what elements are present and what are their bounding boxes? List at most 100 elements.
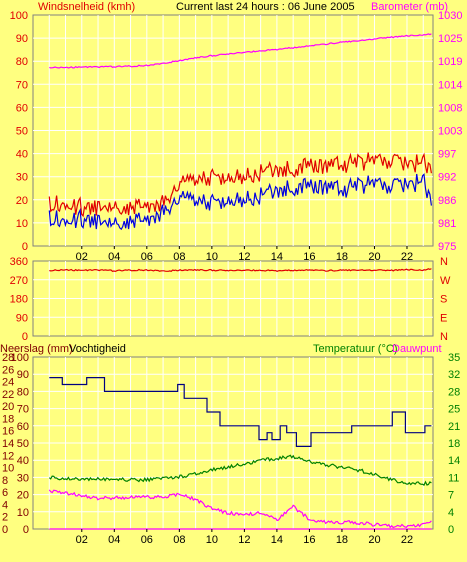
rain-tick-label: 10 xyxy=(2,463,14,475)
left-tick-label: 0 xyxy=(22,241,28,253)
right-tick-label: 981 xyxy=(438,218,456,230)
series-humidity-line xyxy=(49,377,432,447)
rain-tick-label: 22 xyxy=(2,389,14,401)
right-tick-label: 1014 xyxy=(438,79,462,91)
left-tick-label: 40 xyxy=(16,149,28,161)
humidity-tick-label: 50 xyxy=(17,438,29,450)
right-tick-label: 1025 xyxy=(438,33,462,45)
x-tick-label: 06 xyxy=(141,251,153,263)
left-tick-label: 90 xyxy=(16,33,28,45)
direction-label: E xyxy=(440,312,447,324)
dewpoint-axis-title: Dauwpunt xyxy=(392,343,442,355)
x-tick-label: 10 xyxy=(206,251,218,263)
right-tick-label: 7 xyxy=(448,490,454,502)
humidity-tick-label: 20 xyxy=(17,490,29,502)
panel-backgrounds xyxy=(32,14,434,530)
x-tick-label: 20 xyxy=(368,251,380,263)
humidity-tick-label: 80 xyxy=(17,386,29,398)
right-tick-label: 0 xyxy=(448,524,454,536)
right-tick-label: 4 xyxy=(448,507,454,519)
data-series xyxy=(48,33,432,530)
x-tick-label: 12 xyxy=(238,251,250,263)
x-tick-label: 10 xyxy=(206,534,218,546)
left-tick-label: 10 xyxy=(16,218,28,230)
right-tick-label: 14 xyxy=(448,455,460,467)
x-tick-label: 16 xyxy=(303,251,315,263)
x-tick-label: 02 xyxy=(76,534,88,546)
chart-title: Current last 24 hours : 06 June 2005 xyxy=(176,1,355,13)
series-wind-line xyxy=(48,173,432,231)
x-tick-label: 04 xyxy=(108,534,120,546)
humidity-tick-label: 90 xyxy=(17,369,29,381)
right-tick-label: 1019 xyxy=(438,56,462,68)
right-tick-label: 1008 xyxy=(438,102,462,114)
series-barometer-line xyxy=(49,33,432,69)
left-tick-label: 50 xyxy=(16,126,28,138)
left-tick-label: 70 xyxy=(16,79,28,91)
left-tick-label: 0 xyxy=(22,331,28,343)
rain-tick-label: 26 xyxy=(2,364,14,376)
rain-tick-label: 12 xyxy=(2,450,14,462)
rain-tick-label: 16 xyxy=(2,426,14,438)
rain-tick-label: 4 xyxy=(2,499,8,511)
humidity-tick-label: 60 xyxy=(17,421,29,433)
left-tick-label: 80 xyxy=(16,56,28,68)
left-tick-label: 90 xyxy=(16,312,28,324)
humidity-tick-label: 0 xyxy=(23,524,29,536)
left-tick-label: 270 xyxy=(10,275,28,287)
rain-tick-label: 28 xyxy=(2,352,14,364)
x-tick-label: 08 xyxy=(173,534,185,546)
right-tick-label: 986 xyxy=(438,195,456,207)
direction-label: S xyxy=(440,294,447,306)
right-tick-label: 32 xyxy=(448,369,460,381)
right-tick-label: 28 xyxy=(448,386,460,398)
humidity-tick-label: 100 xyxy=(11,352,29,364)
series-dewpoint-line xyxy=(48,489,432,529)
x-tick-label: 08 xyxy=(173,251,185,263)
rain-tick-label: 18 xyxy=(2,413,14,425)
temperature-axis-title: Temperatuur (°C) xyxy=(313,343,397,355)
x-tick-label: 22 xyxy=(401,534,413,546)
grid-lines xyxy=(33,15,433,529)
x-tick-label: 20 xyxy=(368,534,380,546)
series-direction-line xyxy=(49,268,432,273)
x-tick-label: 06 xyxy=(141,534,153,546)
right-tick-label: 975 xyxy=(438,241,456,253)
right-tick-label: 992 xyxy=(438,172,456,184)
series-gust-line xyxy=(48,152,432,218)
x-tick-label: 12 xyxy=(238,534,250,546)
left-tick-label: 180 xyxy=(10,294,28,306)
left-tick-label: 30 xyxy=(16,172,28,184)
left-tick-label: 360 xyxy=(10,256,28,268)
direction-label: N xyxy=(440,331,448,343)
x-tick-label: 02 xyxy=(76,251,88,263)
x-tick-label: 04 xyxy=(108,251,120,263)
left-axis-title: Windsnelheid (kmh) xyxy=(38,1,135,13)
rain-tick-label: 0 xyxy=(2,524,8,536)
right-tick-label: 997 xyxy=(438,149,456,161)
direction-label: N xyxy=(440,256,448,268)
x-tick-label: 22 xyxy=(401,251,413,263)
direction-label: W xyxy=(440,275,451,287)
right-tick-label: 21 xyxy=(448,421,460,433)
right-tick-label: 25 xyxy=(448,404,460,416)
x-tick-label: 16 xyxy=(303,534,315,546)
x-tick-label: 14 xyxy=(271,251,283,263)
rain-tick-label: 6 xyxy=(2,487,8,499)
rain-tick-label: 2 xyxy=(2,512,8,524)
rain-tick-label: 24 xyxy=(2,377,14,389)
x-tick-label: 18 xyxy=(336,251,348,263)
humidity-tick-label: 30 xyxy=(17,472,29,484)
right-tick-label: 35 xyxy=(448,352,460,364)
right-tick-label: 11 xyxy=(448,472,459,484)
left-tick-label: 20 xyxy=(16,195,28,207)
right-tick-label: 18 xyxy=(448,438,460,450)
humidity-tick-label: 70 xyxy=(17,404,29,416)
rain-axis-title: Neerslag (mm) xyxy=(0,343,73,355)
right-tick-label: 1003 xyxy=(438,126,462,138)
humidity-tick-label: 40 xyxy=(17,455,29,467)
right-tick-label: 1030 xyxy=(438,10,462,22)
